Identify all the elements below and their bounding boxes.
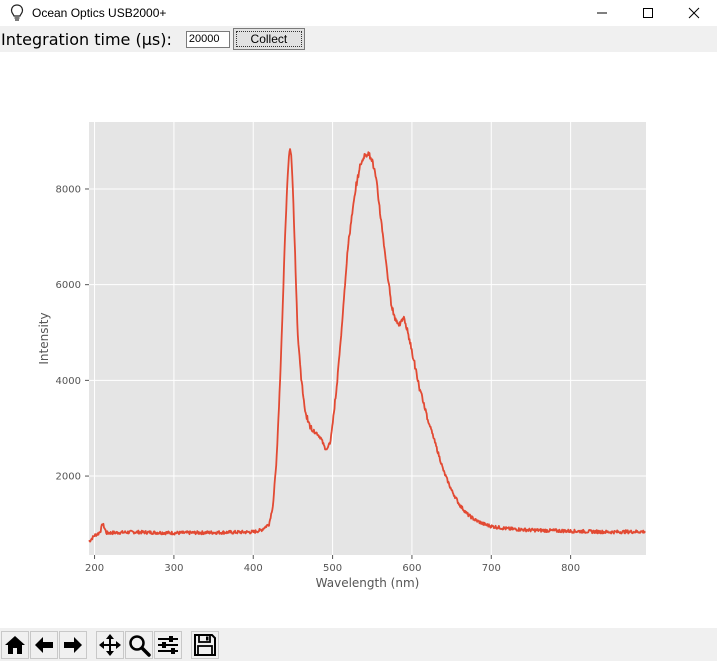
plot-area: [89, 122, 646, 555]
x-tick-label: 700: [482, 563, 501, 574]
configure-subplots-icon: [158, 635, 178, 654]
x-tick-label: 800: [561, 563, 580, 574]
forward-button[interactable]: [59, 630, 87, 659]
y-tick-label: 2000: [56, 472, 81, 483]
minimize-button[interactable]: [579, 0, 625, 26]
x-tick-label: 200: [85, 563, 104, 574]
spectrum-chart: 200 300 400 500 600 700 800 2000 4000 6000 8000 Wa…: [37, 122, 646, 590]
y-axis-label: Intensity: [37, 312, 51, 364]
configure-subplots-button[interactable]: [154, 630, 182, 659]
grid: [89, 122, 646, 555]
pan-button[interactable]: [96, 630, 124, 659]
integration-time-input[interactable]: [185, 30, 230, 48]
maximize-icon: [643, 8, 653, 18]
spectrum-series-line: [88, 148, 646, 543]
back-button[interactable]: [30, 630, 58, 659]
axis-ticks: 200 300 400 500 600 700 800 2000 4000 6000 8000: [56, 184, 581, 574]
collect-button[interactable]: Collect: [232, 28, 305, 50]
y-tick-label: 8000: [56, 184, 81, 195]
integration-time-label: Integration time (µs):: [1, 29, 172, 49]
forward-arrow-icon: [64, 636, 82, 653]
back-arrow-icon: [35, 636, 53, 653]
lightbulb-icon: [10, 4, 24, 21]
pan-icon: [99, 633, 121, 656]
minimize-icon: [597, 12, 607, 14]
home-button[interactable]: [1, 630, 29, 659]
navigation-toolbar: [0, 628, 717, 661]
save-button[interactable]: [191, 630, 219, 659]
close-icon: [688, 7, 700, 19]
zoom-icon: [129, 634, 151, 657]
window-titlebar: Ocean Optics USB2000+: [0, 0, 717, 26]
y-tick-label: 4000: [56, 376, 81, 387]
window-controls: [579, 0, 717, 26]
x-axis-label: Wavelength (nm): [316, 576, 420, 590]
home-icon: [5, 635, 25, 654]
maximize-button[interactable]: [625, 0, 671, 26]
x-tick-label: 400: [244, 563, 263, 574]
save-icon: [194, 633, 216, 656]
y-tick-label: 6000: [56, 280, 81, 291]
zoom-button[interactable]: [125, 630, 153, 659]
close-button[interactable]: [671, 0, 717, 26]
controls-bar: Integration time (µs): Collect: [0, 26, 717, 52]
x-tick-label: 600: [402, 563, 421, 574]
window-title: Ocean Optics USB2000+: [32, 6, 167, 20]
x-tick-label: 500: [323, 563, 342, 574]
x-tick-label: 300: [164, 563, 183, 574]
